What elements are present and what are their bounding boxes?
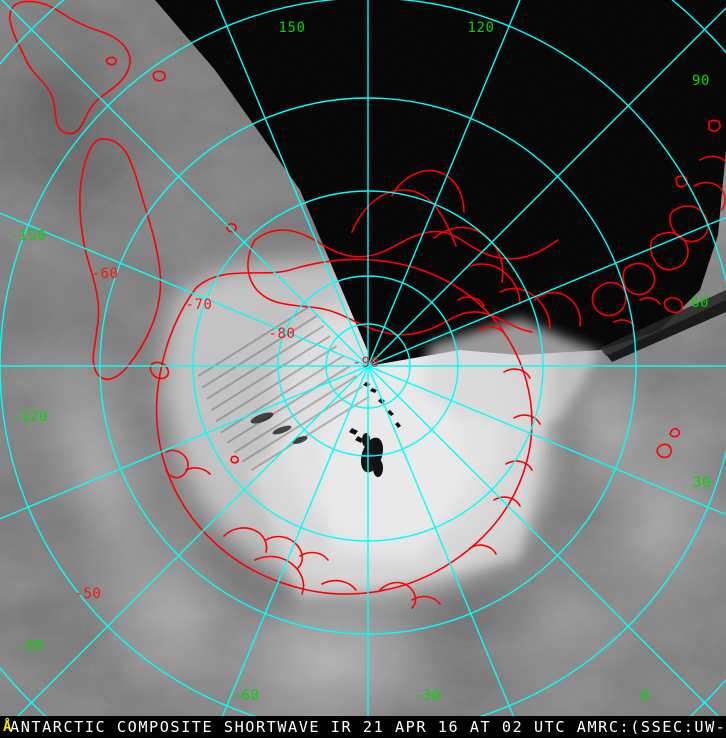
satellite-map-svg: 150 120 90 60 30 0 -30 -60 -90 -120 -150… <box>0 0 726 716</box>
amrc-logo-glyph: Å <box>3 719 12 735</box>
meridian-135w <box>0 212 369 367</box>
meridian-15e <box>367 365 719 716</box>
meridian-45e <box>367 365 726 516</box>
imagery-layer: 150 120 90 60 30 0 -30 -60 -90 -120 -150… <box>0 0 726 716</box>
satellite-image-canvas: 150 120 90 60 30 0 -30 -60 -90 -120 -150… <box>0 0 726 716</box>
meridian-165w <box>1 0 369 367</box>
meridian-180 <box>215 0 369 367</box>
meridian-75w <box>17 365 369 716</box>
meridian-75e <box>367 216 726 367</box>
meridian-45w <box>221 365 369 716</box>
meridian-90w <box>0 365 369 520</box>
caption-bar: Å ANTARCTIC COMPOSITE SHORTWAVE IR 21 AP… <box>0 716 726 738</box>
meridian-0 <box>367 365 515 716</box>
meridian-135e <box>367 0 521 367</box>
graticule <box>0 0 726 716</box>
meridian-105e <box>367 7 726 367</box>
coastlines <box>9 0 726 609</box>
meridians <box>0 0 726 716</box>
caption-text: ANTARCTIC COMPOSITE SHORTWAVE IR 21 APR … <box>10 718 726 736</box>
